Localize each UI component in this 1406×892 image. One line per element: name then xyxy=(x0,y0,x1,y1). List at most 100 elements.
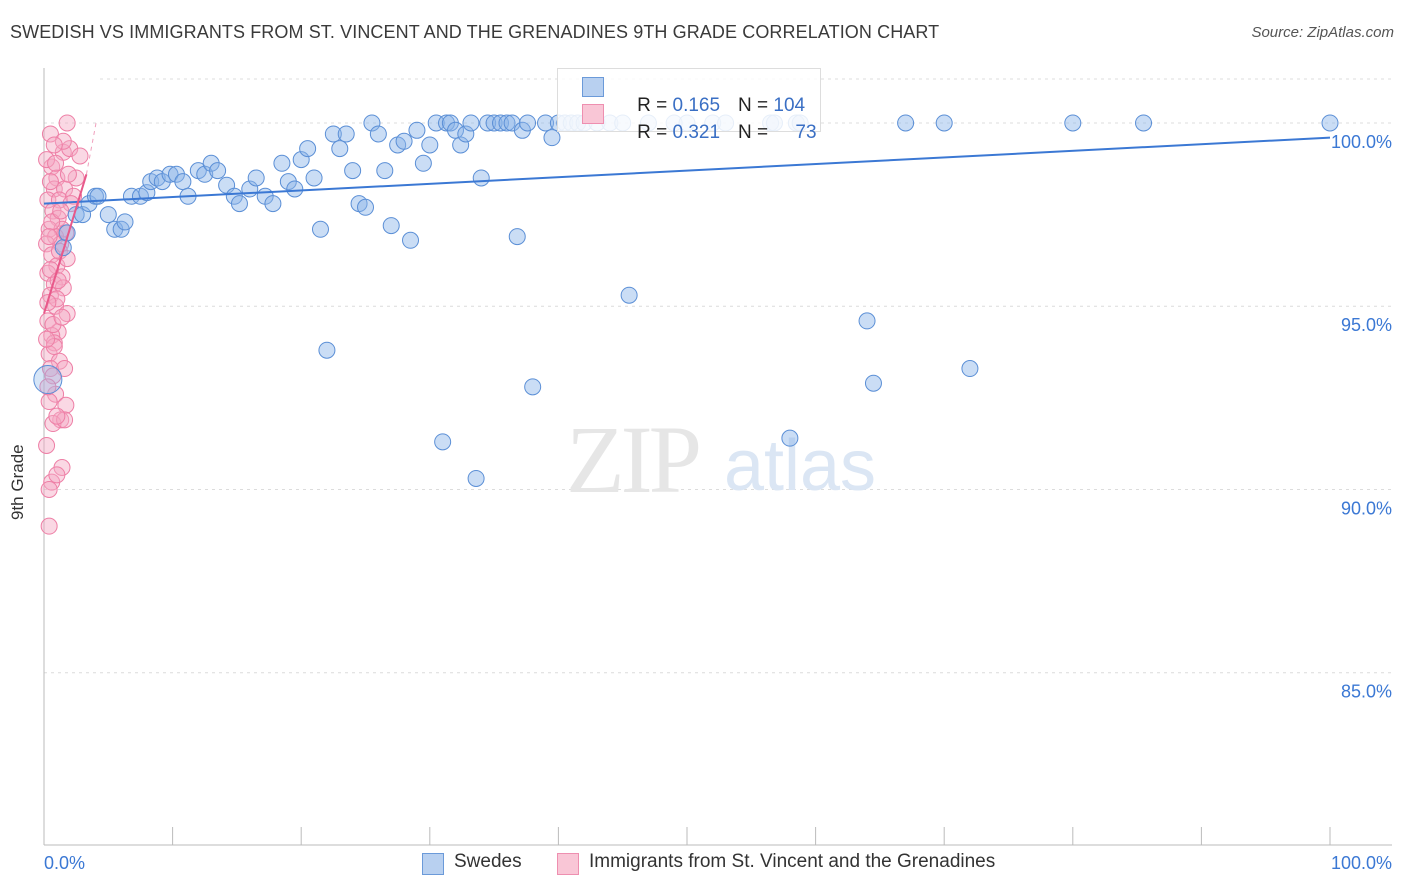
data-point-swedes xyxy=(543,129,561,147)
data-point-svg xyxy=(40,517,58,535)
data-point-svg xyxy=(45,136,63,154)
data-point-svg xyxy=(71,147,89,165)
data-point-swedes xyxy=(324,125,342,143)
watermark-atlas: atlas xyxy=(724,426,876,506)
legend-r-value-svg: 0.321 xyxy=(672,122,721,143)
bottom-legend-label-swedes: Swedes xyxy=(454,851,522,872)
data-point-swedes xyxy=(80,195,98,213)
data-point-swedes xyxy=(408,121,426,139)
y-tick-label: 95.0% xyxy=(1341,315,1392,335)
legend-r-label: R = xyxy=(637,95,673,116)
tick-labels: 85.0% 90.0% 95.0% 100.0% 0.0% 100.0% xyxy=(44,132,1392,873)
y-tick-label: 85.0% xyxy=(1341,682,1392,702)
data-point-svg xyxy=(47,154,65,172)
data-point-swedes xyxy=(247,169,265,187)
x-tick-label: 0.0% xyxy=(44,853,85,873)
data-point-swedes xyxy=(299,140,317,158)
data-point-svg xyxy=(52,202,70,220)
legend-n-value-svg: 73 xyxy=(795,122,817,143)
data-point-svg xyxy=(58,114,76,132)
data-point-svg xyxy=(44,316,62,334)
data-point-swedes xyxy=(402,231,420,249)
legend-swatch-svg xyxy=(582,104,604,124)
data-point-svg xyxy=(67,169,85,187)
legend-n-label: N = xyxy=(738,95,774,116)
series-svg-points xyxy=(38,114,89,535)
data-point-svg xyxy=(41,173,59,191)
data-point-swedes xyxy=(462,114,480,132)
data-point-swedes xyxy=(452,136,470,154)
data-point-svg xyxy=(58,250,76,268)
data-point-svg xyxy=(40,480,58,498)
data-point-swedes xyxy=(202,154,220,172)
legend-row-swedes: R = 0.165 N = 104 xyxy=(582,73,805,116)
source-credit: Source: ZipAtlas.com xyxy=(1251,24,1394,41)
data-point-swedes xyxy=(286,180,304,198)
trend-line-svg xyxy=(43,173,88,314)
data-point-svg xyxy=(40,228,58,246)
data-point-swedes xyxy=(376,162,394,180)
data-point-svg xyxy=(38,437,56,455)
bottom-legend-swatch-svg xyxy=(557,853,579,875)
data-point-swedes xyxy=(318,341,336,359)
data-point-swedes xyxy=(858,312,876,330)
legend-n-label: N = xyxy=(738,122,774,143)
data-point-swedes xyxy=(1064,114,1082,132)
data-point-swedes xyxy=(1321,114,1339,132)
data-point-swedes xyxy=(311,220,329,238)
data-point-svg xyxy=(59,165,77,183)
data-point-swedes xyxy=(167,165,185,183)
legend-row-svg: R = 0.321 N = 73 xyxy=(582,100,817,143)
data-point-swedes xyxy=(485,114,503,132)
data-point-swedes xyxy=(196,165,214,183)
data-point-swedes xyxy=(292,151,310,169)
data-point-swedes xyxy=(363,114,381,132)
data-point-swedes xyxy=(519,114,537,132)
data-point-swedes xyxy=(305,169,323,187)
data-point-swedes xyxy=(414,154,432,172)
data-point-swedes xyxy=(524,378,542,396)
data-point-svg xyxy=(56,411,74,429)
data-point-swedes xyxy=(357,198,374,216)
data-point-swedes xyxy=(537,114,555,132)
data-point-svg xyxy=(38,330,56,348)
data-point-swedes xyxy=(781,429,799,447)
data-point-svg xyxy=(38,151,56,169)
data-point-swedes xyxy=(33,365,63,395)
data-point-swedes xyxy=(1135,114,1153,132)
data-point-svg xyxy=(45,334,63,352)
data-point-swedes xyxy=(508,228,526,246)
data-point-svg xyxy=(49,272,67,290)
data-point-swedes xyxy=(138,184,156,202)
data-point-swedes xyxy=(382,217,400,235)
data-point-swedes xyxy=(369,125,387,143)
x-tick-label: 100.0% xyxy=(1331,853,1392,873)
legend-swatch-swedes xyxy=(582,77,604,97)
data-point-swedes xyxy=(99,206,117,224)
y-tick-label: 100.0% xyxy=(1331,132,1392,152)
data-point-svg xyxy=(48,407,66,425)
data-point-svg xyxy=(43,213,61,231)
data-point-swedes xyxy=(421,136,439,154)
data-point-svg xyxy=(48,466,66,484)
data-point-swedes xyxy=(395,132,413,150)
data-point-swedes xyxy=(457,125,475,143)
data-point-swedes xyxy=(279,173,297,191)
bottom-legend-label-svg: Immigrants from St. Vincent and the Gren… xyxy=(589,851,996,872)
data-point-swedes xyxy=(467,469,485,487)
data-point-swedes xyxy=(438,114,456,132)
data-point-swedes xyxy=(337,125,355,143)
data-point-swedes xyxy=(961,360,979,378)
data-point-svg xyxy=(41,125,59,143)
data-point-swedes xyxy=(498,114,516,132)
data-point-svg xyxy=(39,378,57,396)
watermark: ZIP atlas xyxy=(566,406,876,513)
data-point-swedes xyxy=(230,195,248,213)
bottom-legend-swatch-swedes xyxy=(422,853,444,875)
data-point-swedes xyxy=(331,140,349,158)
stats-legend: R = 0.165 N = 104 R = 0.321 N = 73 xyxy=(557,68,821,143)
y-axis-label: 9th Grade xyxy=(8,444,27,520)
axes xyxy=(43,68,1392,846)
data-point-svg xyxy=(40,393,58,411)
data-point-swedes xyxy=(273,154,291,172)
